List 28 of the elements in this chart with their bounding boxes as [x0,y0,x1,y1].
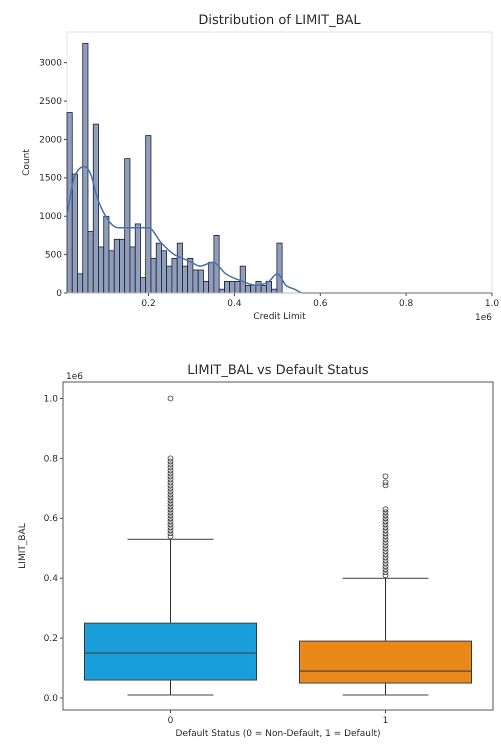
y-tick-label: 500 [44,250,62,260]
chart-title: LIMIT_BAL vs Default Status [187,363,369,378]
y-tick-label: 0.6 [44,514,58,524]
line-series [66,166,493,294]
x-tick-label: 0.4 [227,299,242,309]
x-tick-label: 0.6 [313,299,328,309]
annotation: 1e6 [66,372,84,382]
y-tick-label: 2000 [39,135,62,146]
y-tick-label: 2500 [39,96,62,107]
y-tick-label: 1500 [39,174,62,184]
y-tick-label: 0.0 [44,694,58,704]
y-tick-label: 0.2 [44,634,58,644]
x-tick-label: 0.2 [141,299,156,309]
y-tick-label: 0.8 [44,454,58,464]
y-tick-label: 1.0 [44,394,58,404]
y-tick-label: 0.4 [44,574,58,584]
y-tick-label: 3000 [39,58,62,69]
x-tick-label: 1.0 [484,299,500,309]
y-axis-title: Count [22,148,32,176]
y-axis-title: LIMIT_BAL [18,523,28,569]
x-tick-label: 0.8 [398,299,414,309]
x-axis-title: Default Status (0 = Non-Default, 1 = Default) [176,729,380,739]
y-tick-label: 0 [56,288,62,299]
y-tick-label: 1000 [39,212,62,222]
chart-title: Distribution of LIMIT_BAL [198,13,362,28]
text: 1e6 [475,313,492,323]
x-tick-label: 1 [382,716,388,726]
x-axis-title: Credit Limit [253,312,306,322]
